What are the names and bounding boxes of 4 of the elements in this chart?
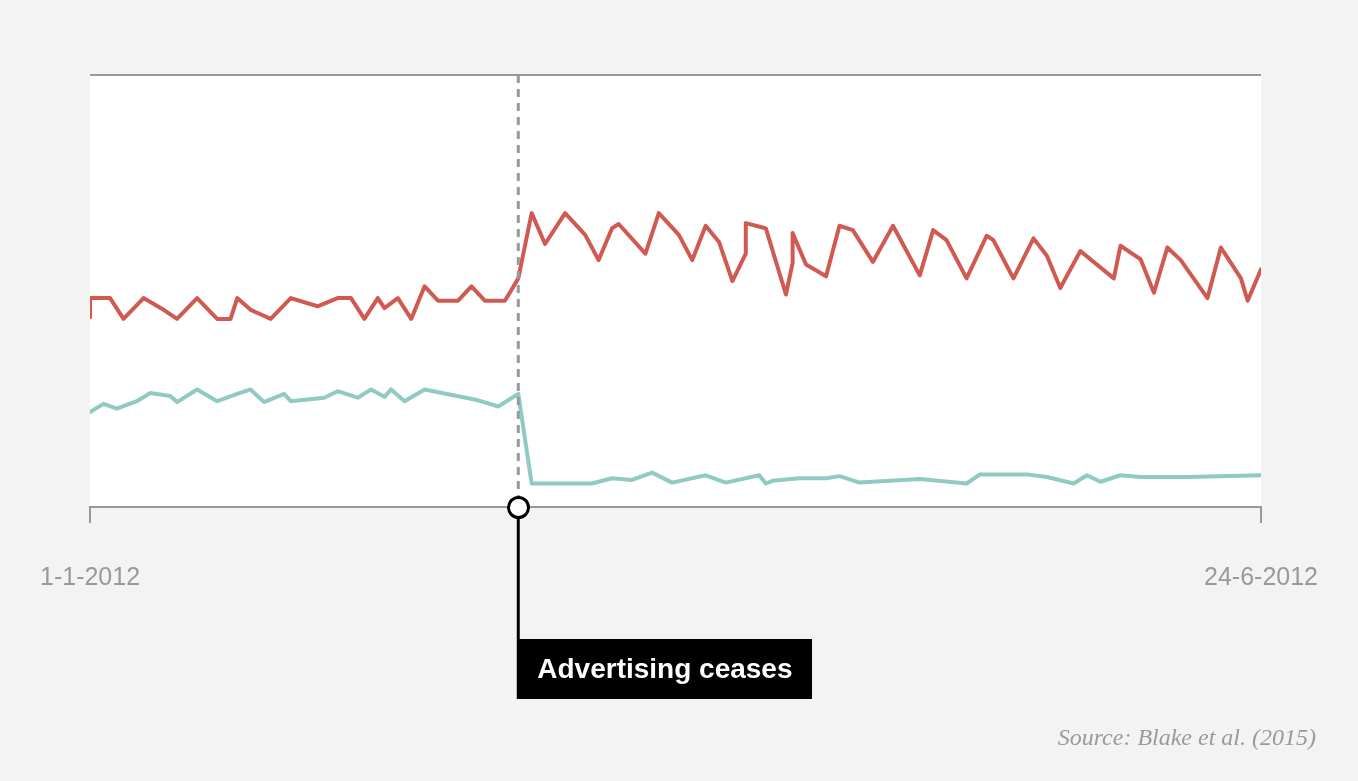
ref-line-label: Advertising ceases bbox=[537, 652, 793, 684]
x-tick-label: 24-6-2012 bbox=[1204, 561, 1318, 590]
x-tick-label: 1-1-2012 bbox=[40, 561, 141, 590]
source-note: Source: Blake et al. (2015) bbox=[1057, 724, 1316, 751]
